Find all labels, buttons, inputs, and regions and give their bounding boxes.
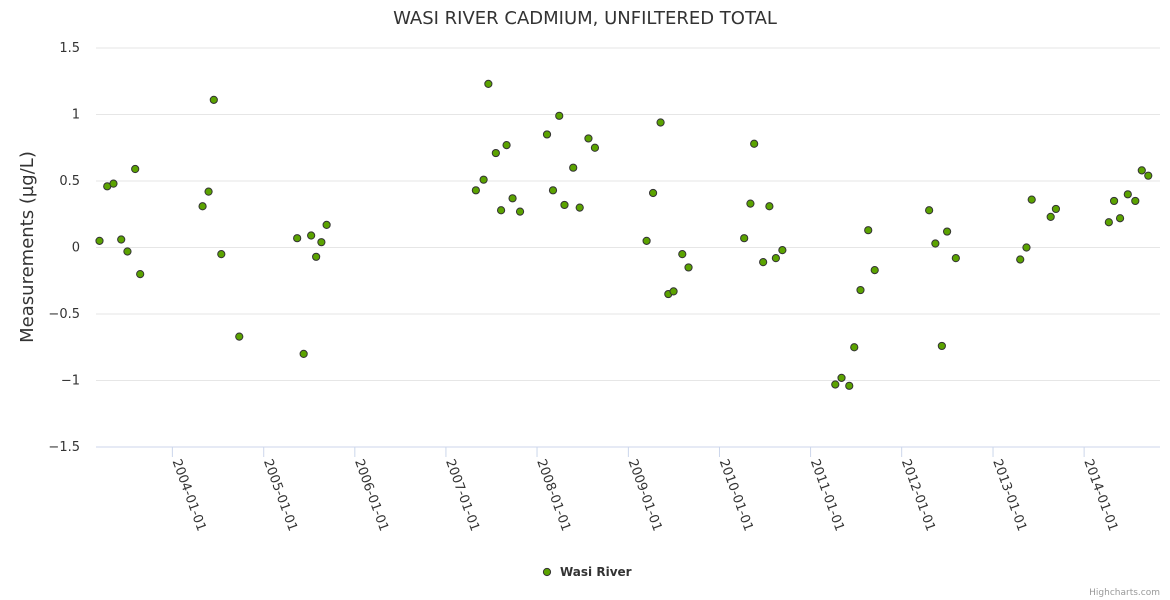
data-point[interactable] xyxy=(864,226,873,235)
data-point[interactable] xyxy=(678,250,687,259)
data-point[interactable] xyxy=(217,250,226,259)
data-point[interactable] xyxy=(590,143,600,152)
data-point[interactable] xyxy=(209,95,218,104)
plot-points xyxy=(95,79,1153,390)
data-point[interactable] xyxy=(746,199,755,208)
data-point[interactable] xyxy=(548,186,558,195)
data-point[interactable] xyxy=(669,287,678,296)
data-point[interactable] xyxy=(317,238,326,247)
data-point[interactable] xyxy=(937,341,946,351)
data-point[interactable] xyxy=(515,207,525,216)
data-point[interactable] xyxy=(131,164,140,174)
data-point[interactable] xyxy=(235,332,244,341)
data-point[interactable] xyxy=(1051,204,1061,214)
data-point[interactable] xyxy=(491,148,500,158)
data-point[interactable] xyxy=(870,266,879,275)
data-point[interactable] xyxy=(299,349,308,358)
data-point[interactable] xyxy=(943,227,952,236)
legend[interactable]: Wasi River xyxy=(542,565,632,579)
data-point[interactable] xyxy=(750,139,759,148)
data-point[interactable] xyxy=(569,163,578,172)
data-point[interactable] xyxy=(322,220,331,229)
data-point[interactable] xyxy=(771,254,780,263)
data-point[interactable] xyxy=(1123,190,1132,199)
data-point[interactable] xyxy=(1027,195,1036,204)
y-tick-label: −0.5 xyxy=(48,307,80,322)
data-point[interactable] xyxy=(307,231,316,240)
grid-lines xyxy=(96,47,1160,381)
legend-marker xyxy=(542,567,552,577)
data-point[interactable] xyxy=(109,179,118,188)
data-point[interactable] xyxy=(117,235,126,244)
legend-item-label[interactable]: Wasi River xyxy=(560,565,632,579)
data-point[interactable] xyxy=(508,194,517,203)
data-point[interactable] xyxy=(1115,214,1125,223)
data-point[interactable] xyxy=(931,239,940,248)
data-point[interactable] xyxy=(656,118,665,127)
data-point[interactable] xyxy=(759,258,768,267)
credits-link[interactable]: Highcharts.com xyxy=(1089,588,1160,598)
data-point[interactable] xyxy=(560,200,569,210)
data-point[interactable] xyxy=(293,234,302,243)
data-point[interactable] xyxy=(204,187,213,196)
data-point[interactable] xyxy=(765,202,774,211)
data-point[interactable] xyxy=(1131,196,1140,206)
y-tick-label: 1.5 xyxy=(59,41,80,56)
data-point[interactable] xyxy=(95,236,104,245)
data-point[interactable] xyxy=(555,111,564,120)
y-axis-ticks: −1.5 −1 −0.5 0 0.5 1 1.5 xyxy=(48,41,80,455)
data-point[interactable] xyxy=(1022,243,1031,252)
data-point[interactable] xyxy=(479,175,488,184)
data-point[interactable] xyxy=(740,234,749,243)
y-tick-label: 0 xyxy=(72,241,80,256)
data-point[interactable] xyxy=(1016,255,1025,264)
data-point[interactable] xyxy=(1104,218,1113,227)
data-point[interactable] xyxy=(925,206,934,215)
data-point[interactable] xyxy=(542,130,552,139)
data-point[interactable] xyxy=(648,188,658,198)
y-tick-label: 1 xyxy=(72,108,80,123)
data-point[interactable] xyxy=(1046,212,1055,222)
data-point[interactable] xyxy=(502,140,511,150)
data-point[interactable] xyxy=(831,380,840,389)
data-point[interactable] xyxy=(123,247,132,256)
data-point[interactable] xyxy=(778,246,787,255)
data-point[interactable] xyxy=(575,203,584,212)
data-point[interactable] xyxy=(471,186,480,195)
data-point[interactable] xyxy=(312,252,321,261)
data-point[interactable] xyxy=(496,206,506,215)
data-point[interactable] xyxy=(484,79,493,89)
data-point[interactable] xyxy=(837,373,846,382)
data-point[interactable] xyxy=(1137,166,1146,175)
data-point[interactable] xyxy=(198,202,207,211)
data-point[interactable] xyxy=(845,381,854,390)
y-tick-label: 0.5 xyxy=(59,174,80,189)
y-axis-label: Measurements (µg/L) xyxy=(17,151,38,343)
data-point[interactable] xyxy=(642,236,651,245)
y-tick-label: −1.5 xyxy=(48,440,80,455)
chart-title: WASI RIVER CADMIUM, UNFILTERED TOTAL xyxy=(393,8,777,29)
data-point[interactable] xyxy=(1109,196,1119,206)
data-point[interactable] xyxy=(684,263,693,272)
data-point[interactable] xyxy=(856,285,865,295)
data-point[interactable] xyxy=(584,134,593,143)
y-tick-label: −1 xyxy=(61,374,80,389)
data-point[interactable] xyxy=(850,343,859,352)
data-point[interactable] xyxy=(136,270,145,279)
data-point[interactable] xyxy=(1144,171,1153,180)
data-point[interactable] xyxy=(951,254,960,263)
